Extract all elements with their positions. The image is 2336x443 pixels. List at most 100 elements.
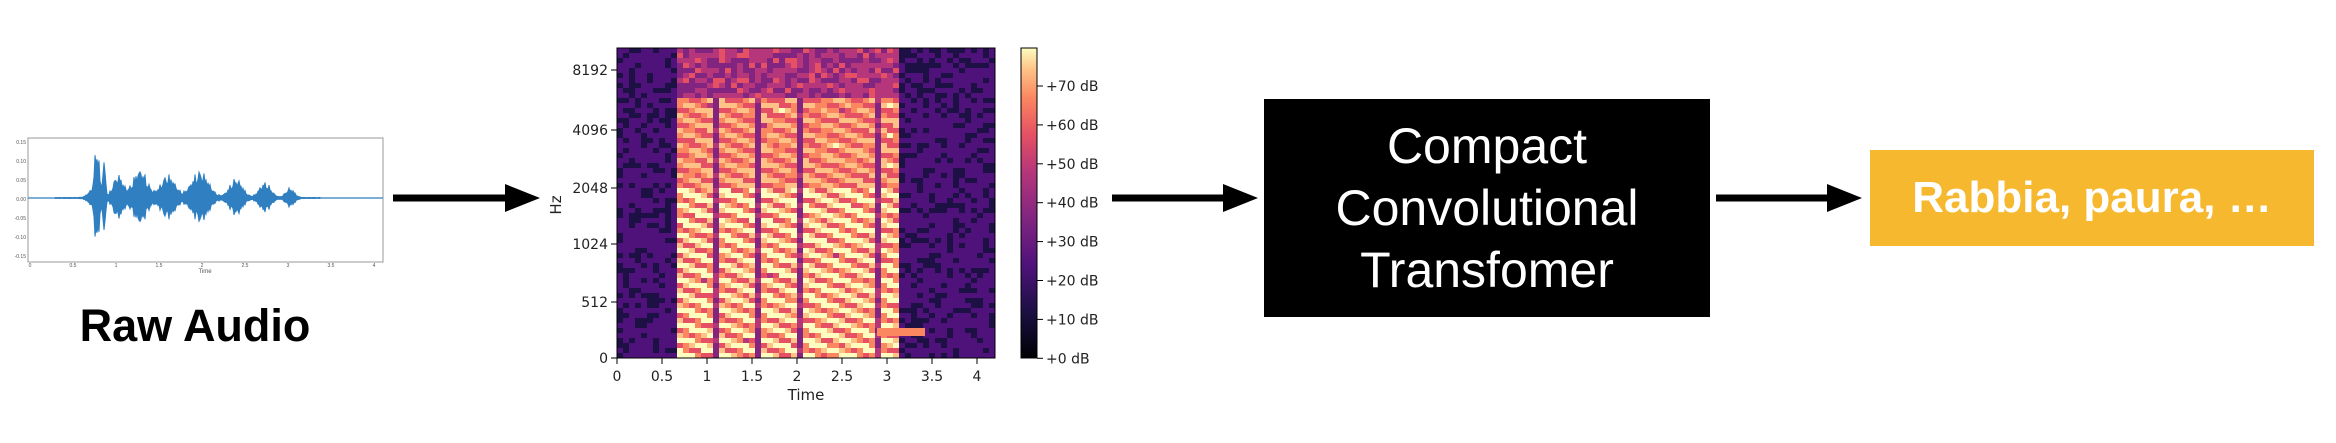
spectrogram-cell bbox=[671, 333, 677, 338]
spectrogram-cell bbox=[737, 268, 743, 273]
spectrogram-cell bbox=[641, 108, 647, 113]
spectrogram-cell bbox=[947, 108, 953, 113]
spectrogram-cell bbox=[947, 298, 953, 303]
spectrogram-cell bbox=[695, 253, 701, 258]
spectrogram-cell bbox=[851, 58, 857, 63]
spectrogram-cell bbox=[707, 203, 713, 208]
spectrogram-cell bbox=[929, 193, 935, 198]
spectrogram-cell bbox=[983, 143, 989, 148]
spectrogram-cell bbox=[989, 258, 995, 263]
spectrogram-cell bbox=[761, 223, 767, 228]
spectrogram-cell bbox=[701, 113, 707, 118]
spectrogram-cell bbox=[965, 233, 971, 238]
spectrogram-cell bbox=[911, 208, 917, 213]
spectrogram-cell bbox=[803, 208, 809, 213]
spectrogram-cell bbox=[677, 263, 683, 268]
spectrogram-cell bbox=[893, 308, 899, 313]
spectrogram-cell bbox=[665, 328, 671, 333]
spectrogram-cell bbox=[959, 223, 965, 228]
spectrogram-cell bbox=[887, 238, 893, 243]
spectrogram-cell bbox=[701, 268, 707, 273]
spectrogram-cell bbox=[827, 258, 833, 263]
spectrogram-cell bbox=[935, 208, 941, 213]
spectrogram-cell bbox=[803, 93, 809, 98]
spectrogram-cell bbox=[989, 278, 995, 283]
spectrogram-cell bbox=[653, 193, 659, 198]
spectrogram-cell bbox=[935, 93, 941, 98]
spectrogram-cell bbox=[881, 348, 887, 353]
spectrogram-cell bbox=[977, 253, 983, 258]
spectrogram-cell bbox=[695, 153, 701, 158]
spectrogram-cell bbox=[665, 303, 671, 308]
spectrogram-cell bbox=[983, 133, 989, 138]
spectrogram-cell bbox=[731, 353, 737, 358]
spectrogram-cell bbox=[983, 223, 989, 228]
spectrogram-cell bbox=[785, 328, 791, 333]
spectrogram-cell bbox=[767, 148, 773, 153]
spectrogram-cell bbox=[929, 148, 935, 153]
spectrogram-cell bbox=[863, 143, 869, 148]
spectrogram-cell bbox=[695, 168, 701, 173]
spectrogram-cell bbox=[635, 203, 641, 208]
spectrogram-cell bbox=[713, 158, 719, 163]
spectrogram-cell bbox=[857, 78, 863, 83]
spectrogram-cell bbox=[935, 253, 941, 258]
spectrogram-cell bbox=[899, 318, 905, 323]
spectrogram-cell bbox=[629, 258, 635, 263]
spectrogram-cell bbox=[845, 168, 851, 173]
spectrogram-cell bbox=[971, 283, 977, 288]
spectrogram-cell bbox=[869, 98, 875, 103]
spectrogram-cell bbox=[617, 138, 623, 143]
spectrogram-cell bbox=[881, 263, 887, 268]
spectrogram-cell bbox=[887, 318, 893, 323]
spectrogram-cell bbox=[893, 163, 899, 168]
spectrogram-cell bbox=[707, 328, 713, 333]
spectrogram-cell bbox=[665, 343, 671, 348]
spectrogram-cell bbox=[827, 318, 833, 323]
spectrogram-cell bbox=[653, 168, 659, 173]
spectrogram-cell bbox=[875, 198, 881, 203]
spectrogram-cell bbox=[743, 148, 749, 153]
spectrogram-cell bbox=[719, 223, 725, 228]
spectrogram-cell bbox=[671, 213, 677, 218]
spectrogram-cell bbox=[755, 143, 761, 148]
spectrogram-cell bbox=[929, 48, 935, 53]
spectrogram-cell bbox=[917, 343, 923, 348]
spectrogram-cell bbox=[845, 298, 851, 303]
spectrogram-cell bbox=[635, 183, 641, 188]
spectrogram-cell bbox=[821, 303, 827, 308]
spectrogram-cell bbox=[647, 328, 653, 333]
spectrogram-cell bbox=[845, 258, 851, 263]
spectrogram-cell bbox=[935, 88, 941, 93]
spectrogram-cell bbox=[905, 253, 911, 258]
spectrogram-cell bbox=[671, 103, 677, 108]
spectrogram-cell bbox=[653, 63, 659, 68]
spectrogram-cell bbox=[749, 233, 755, 238]
spectrogram-cell bbox=[935, 63, 941, 68]
spectrogram-cell bbox=[929, 73, 935, 78]
spectrogram-cell bbox=[899, 78, 905, 83]
spectrogram-cell bbox=[755, 193, 761, 198]
spectrogram-cell bbox=[749, 223, 755, 228]
spectrogram-cell bbox=[893, 253, 899, 258]
spectrogram-cell bbox=[815, 283, 821, 288]
spectrogram-cell bbox=[827, 203, 833, 208]
spectrogram-cell bbox=[971, 293, 977, 298]
spectrogram-cell bbox=[893, 158, 899, 163]
spectrogram-cell bbox=[623, 203, 629, 208]
spectrogram-cell bbox=[845, 278, 851, 283]
spectrogram-cell bbox=[617, 198, 623, 203]
spectrogram-cell bbox=[911, 88, 917, 93]
spectrogram-cell bbox=[815, 248, 821, 253]
spectrogram-cell bbox=[941, 238, 947, 243]
spectrogram-cell bbox=[755, 98, 761, 103]
spectrogram-cell bbox=[707, 78, 713, 83]
spectrogram-cell bbox=[617, 323, 623, 328]
spectrogram-cell bbox=[833, 348, 839, 353]
spectrogram-cell bbox=[653, 178, 659, 183]
spectrogram-cell bbox=[635, 103, 641, 108]
spectrogram-cell bbox=[671, 58, 677, 63]
spectrogram-cell bbox=[833, 248, 839, 253]
spectrogram-cell bbox=[653, 218, 659, 223]
spectrogram-cell bbox=[797, 213, 803, 218]
